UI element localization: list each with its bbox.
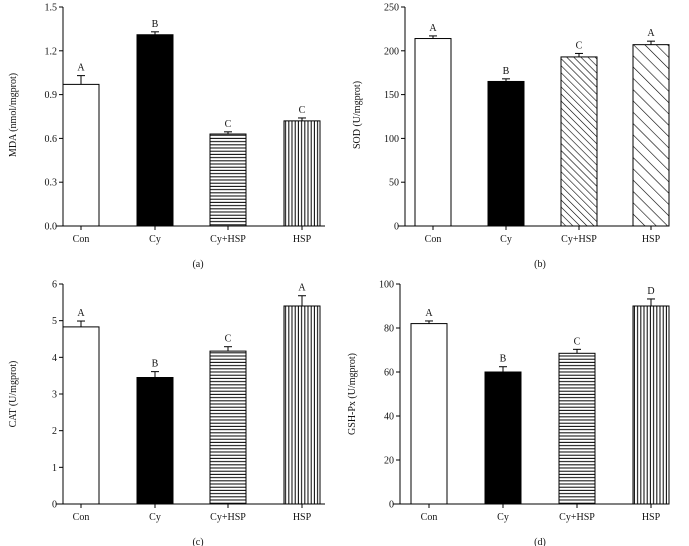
panel-c-y-axis: 0 1 2 3 4 5 6 bbox=[52, 280, 64, 511]
panel-d-sig-letter-cy-plus-hsp: C bbox=[574, 336, 581, 347]
panel-d-x-tick-label-hsp: HSP bbox=[642, 512, 661, 523]
panel-a-y-tick-label: 1.2 bbox=[45, 46, 58, 57]
panel-d-x-axis: Con Cy Cy+HSP HSP bbox=[393, 503, 668, 523]
panel-c-x-tick-label-con: Con bbox=[73, 512, 90, 523]
panel-c-y-tick-label: 6 bbox=[52, 280, 57, 291]
panel-a-label: (a) bbox=[192, 259, 203, 270]
panel-a-bar-hsp bbox=[283, 120, 321, 227]
panel-d-y-tick-label: 100 bbox=[379, 280, 394, 291]
panel-d-x-tick-label-cy: Cy bbox=[497, 512, 509, 523]
panel-c-sig-letter-cy: B bbox=[152, 359, 159, 370]
panel-b-y-tick-label: 150 bbox=[384, 90, 399, 101]
panel-c-y-tick-label: 1 bbox=[52, 463, 57, 474]
panel-a-sig-letter-cy-plus-hsp: C bbox=[225, 119, 232, 130]
panel-a-sig-letter-cy: B bbox=[152, 19, 159, 30]
panel-b-x-tick-label-cy-plus-hsp: Cy+HSP bbox=[561, 234, 597, 245]
panel-b-bar-con bbox=[414, 38, 452, 227]
panel-d-sig-letter-con: A bbox=[425, 308, 433, 319]
panel-b: 0 50 100 150 200 250 A B C A Con Cy Cy+HSP HSP SOD … bbox=[352, 3, 670, 270]
panel-c-bar-hsp bbox=[283, 305, 321, 505]
panel-c-y-tick-label: 3 bbox=[52, 390, 57, 401]
panel-c-bar-cy bbox=[136, 377, 174, 505]
panel-a: 0.0 0.3 0.6 0.9 1.2 1.5 A B C C Con Cy Cy+HSP HSP M… bbox=[8, 3, 325, 270]
panel-c-x-tick-label-hsp: HSP bbox=[293, 512, 312, 523]
panel-c-y-tick-label: 2 bbox=[52, 426, 57, 437]
panel-c-bars: A B C A bbox=[62, 283, 321, 505]
panel-d-label: (d) bbox=[534, 537, 546, 546]
panel-d-y-tick-label: 40 bbox=[384, 412, 394, 423]
panel-d-x-tick-label-con: Con bbox=[421, 512, 438, 523]
panel-a-x-tick-label-cy-plus-hsp: Cy+HSP bbox=[210, 234, 246, 245]
panel-c-sig-letter-cy-plus-hsp: C bbox=[225, 334, 232, 345]
panel-b-y-tick-label: 100 bbox=[384, 134, 399, 145]
panel-a-y-tick-label: 1.5 bbox=[45, 3, 58, 14]
panel-a-x-axis: Con Cy Cy+HSP HSP bbox=[56, 225, 325, 245]
panel-a-y-label: MDA (nmol/mgprot) bbox=[8, 73, 19, 157]
panel-d-bar-hsp bbox=[632, 305, 670, 505]
panel-b-sig-letter-cy: B bbox=[503, 66, 510, 77]
panel-a-sig-letter-con: A bbox=[77, 63, 85, 74]
panel-b-y-tick-label: 200 bbox=[384, 46, 399, 57]
panel-b-x-tick-label-con: Con bbox=[425, 234, 442, 245]
panel-b-x-tick-label-hsp: HSP bbox=[642, 234, 661, 245]
panel-a-y-tick-label: 0.0 bbox=[45, 222, 58, 233]
panel-b-label: (b) bbox=[534, 259, 546, 270]
panel-b-bar-cy bbox=[487, 80, 525, 227]
panel-c: 0 1 2 3 4 5 6 A B C A Con Cy Cy+HSP HSP CAT (U/mgpro… bbox=[8, 280, 325, 546]
panel-c-y-label: CAT (U/mgprot) bbox=[8, 361, 19, 428]
panel-b-bars: A B C A bbox=[414, 23, 670, 227]
panel-c-x-tick-label-cy: Cy bbox=[149, 512, 161, 523]
panel-a-sig-letter-hsp: C bbox=[299, 105, 306, 116]
panel-a-y-tick-label: 0.6 bbox=[45, 134, 58, 145]
panel-d: 0 20 40 60 80 100 A B C D Con Cy Cy+HSP HSP GSH-Px … bbox=[347, 280, 670, 546]
panel-c-sig-letter-con: A bbox=[77, 308, 85, 319]
panel-d-y-tick-label: 20 bbox=[384, 456, 394, 467]
panel-c-label: (c) bbox=[192, 537, 203, 546]
panel-b-y-axis: 0 50 100 150 200 250 bbox=[384, 3, 406, 233]
panel-a-y-tick-label: 0.3 bbox=[45, 178, 58, 189]
panel-a-y-axis: 0.0 0.3 0.6 0.9 1.2 1.5 bbox=[45, 3, 64, 233]
panel-b-y-label: SOD (U/mgprot) bbox=[352, 81, 363, 149]
panel-b-sig-letter-cy-plus-hsp: C bbox=[576, 40, 583, 51]
panel-d-bar-cy-plus-hsp bbox=[558, 352, 596, 505]
panel-b-y-tick-label: 250 bbox=[384, 3, 399, 14]
panel-b-x-axis: Con Cy Cy+HSP HSP bbox=[398, 225, 668, 245]
panel-a-bar-con bbox=[62, 83, 100, 227]
panel-d-y-axis: 0 20 40 60 80 100 bbox=[379, 280, 401, 511]
panel-b-sig-letter-con: A bbox=[429, 23, 437, 34]
panel-a-bars: A B C C bbox=[62, 19, 321, 227]
panel-c-bar-cy-plus-hsp bbox=[209, 350, 247, 505]
panel-d-sig-letter-cy: B bbox=[500, 354, 507, 365]
panel-a-y-tick-label: 0.9 bbox=[45, 90, 58, 101]
panel-c-y-tick-label: 4 bbox=[52, 353, 57, 364]
panel-c-y-tick-label: 0 bbox=[52, 500, 57, 511]
panel-a-bar-cy bbox=[136, 34, 174, 227]
panel-c-x-axis: Con Cy Cy+HSP HSP bbox=[56, 503, 325, 523]
panel-a-x-tick-label-cy: Cy bbox=[149, 234, 161, 245]
panel-a-x-tick-label-hsp: HSP bbox=[293, 234, 312, 245]
panel-b-x-tick-label-cy: Cy bbox=[500, 234, 512, 245]
panel-c-x-tick-label-cy-plus-hsp: Cy+HSP bbox=[210, 512, 246, 523]
panel-b-bar-cy-plus-hsp bbox=[560, 56, 598, 227]
panel-d-y-tick-label: 60 bbox=[384, 368, 394, 379]
panel-d-y-tick-label: 80 bbox=[384, 324, 394, 335]
panel-b-y-tick-label: 50 bbox=[389, 178, 399, 189]
panel-d-sig-letter-hsp: D bbox=[647, 286, 654, 297]
panel-d-bar-cy bbox=[484, 371, 522, 505]
panel-c-y-tick-label: 5 bbox=[52, 316, 57, 327]
panel-a-bar-cy-plus-hsp bbox=[209, 133, 247, 227]
panel-d-y-label: GSH-Px (U/mgprot) bbox=[347, 353, 358, 435]
panel-d-bars: A B C D bbox=[410, 286, 670, 505]
panel-d-x-tick-label-cy-plus-hsp: Cy+HSP bbox=[559, 512, 595, 523]
panel-c-sig-letter-hsp: A bbox=[298, 283, 306, 294]
panel-d-y-tick-label: 0 bbox=[389, 500, 394, 511]
panel-d-bar-con bbox=[410, 323, 448, 505]
panel-b-bar-hsp bbox=[632, 44, 670, 227]
panel-a-x-tick-label-con: Con bbox=[73, 234, 90, 245]
panel-b-y-tick-label: 0 bbox=[394, 222, 399, 233]
panel-c-bar-con bbox=[62, 326, 100, 505]
panel-b-sig-letter-hsp: A bbox=[647, 28, 655, 39]
